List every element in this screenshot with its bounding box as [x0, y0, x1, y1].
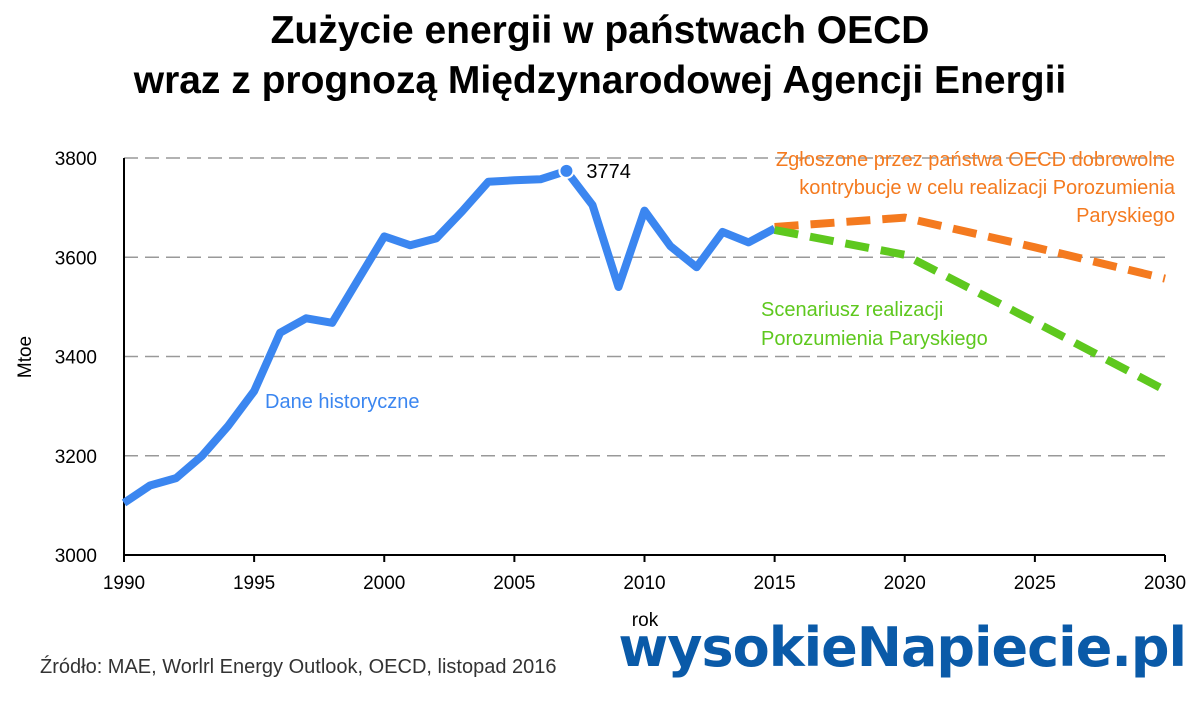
y-axis-label: Mtoe: [15, 336, 36, 378]
annotations: Dane historyczne Zgłoszone przez państwa…: [15, 149, 1176, 631]
series-line-2: [774, 213, 1166, 283]
y-tick-label-3000: 3000: [55, 546, 97, 567]
peak-marker: [558, 162, 575, 179]
axes: [123, 158, 1166, 562]
label-oecd-pledges-line-3: Paryskiego: [1076, 205, 1175, 227]
x-tick-label-2000: 2000: [363, 573, 405, 594]
x-tick-label-2030: 2030: [1144, 573, 1186, 594]
x-tick-label-2005: 2005: [493, 573, 535, 594]
x-axis-label: rok: [632, 610, 659, 631]
source-note: Źródło: MAE, Worlrl Energy Outlook, OECD…: [40, 656, 557, 678]
x-tick-label-2025: 2025: [1014, 573, 1056, 594]
y-tick-label-3200: 3200: [55, 447, 97, 468]
tick-labels: 3000 3200 3400 3600 3800 1990 1995 2000 2005 2010…: [55, 149, 1186, 594]
x-tick-label-2015: 2015: [753, 573, 795, 594]
series-line-1: [121, 166, 777, 507]
chart-title-line-1: Zużycie energii w państwach OECD: [270, 9, 930, 52]
y-tick-label-3600: 3600: [55, 248, 97, 269]
brand-logo: wysokieNapiecie.pl: [618, 616, 1187, 679]
label-paris-scenario-line-2: Porozumienia Paryskiego: [761, 328, 988, 350]
x-tick-label-2020: 2020: [884, 573, 926, 594]
y-tick-label-3400: 3400: [55, 348, 97, 369]
series-lines: [121, 162, 1167, 507]
x-tick-label-1995: 1995: [233, 573, 275, 594]
label-oecd-pledges-line-1: Zgłoszone przez państwa OECD dobrowolne: [776, 149, 1175, 171]
grid-lines: [124, 157, 1165, 457]
label-oecd-pledges-line-2: kontrybucje w celu realizacji Porozumien…: [799, 177, 1176, 199]
label-paris-scenario-line-1: Scenariusz realizacji: [761, 299, 943, 321]
x-tick-label-1990: 1990: [103, 573, 145, 594]
peak-value-label: 3774: [586, 161, 631, 183]
label-historical: Dane historyczne: [265, 391, 420, 413]
x-tick-label-2010: 2010: [623, 573, 665, 594]
y-tick-label-3800: 3800: [55, 149, 97, 170]
chart-title-line-2: wraz z prognozą Międzynarodowej Agencji …: [133, 59, 1067, 102]
